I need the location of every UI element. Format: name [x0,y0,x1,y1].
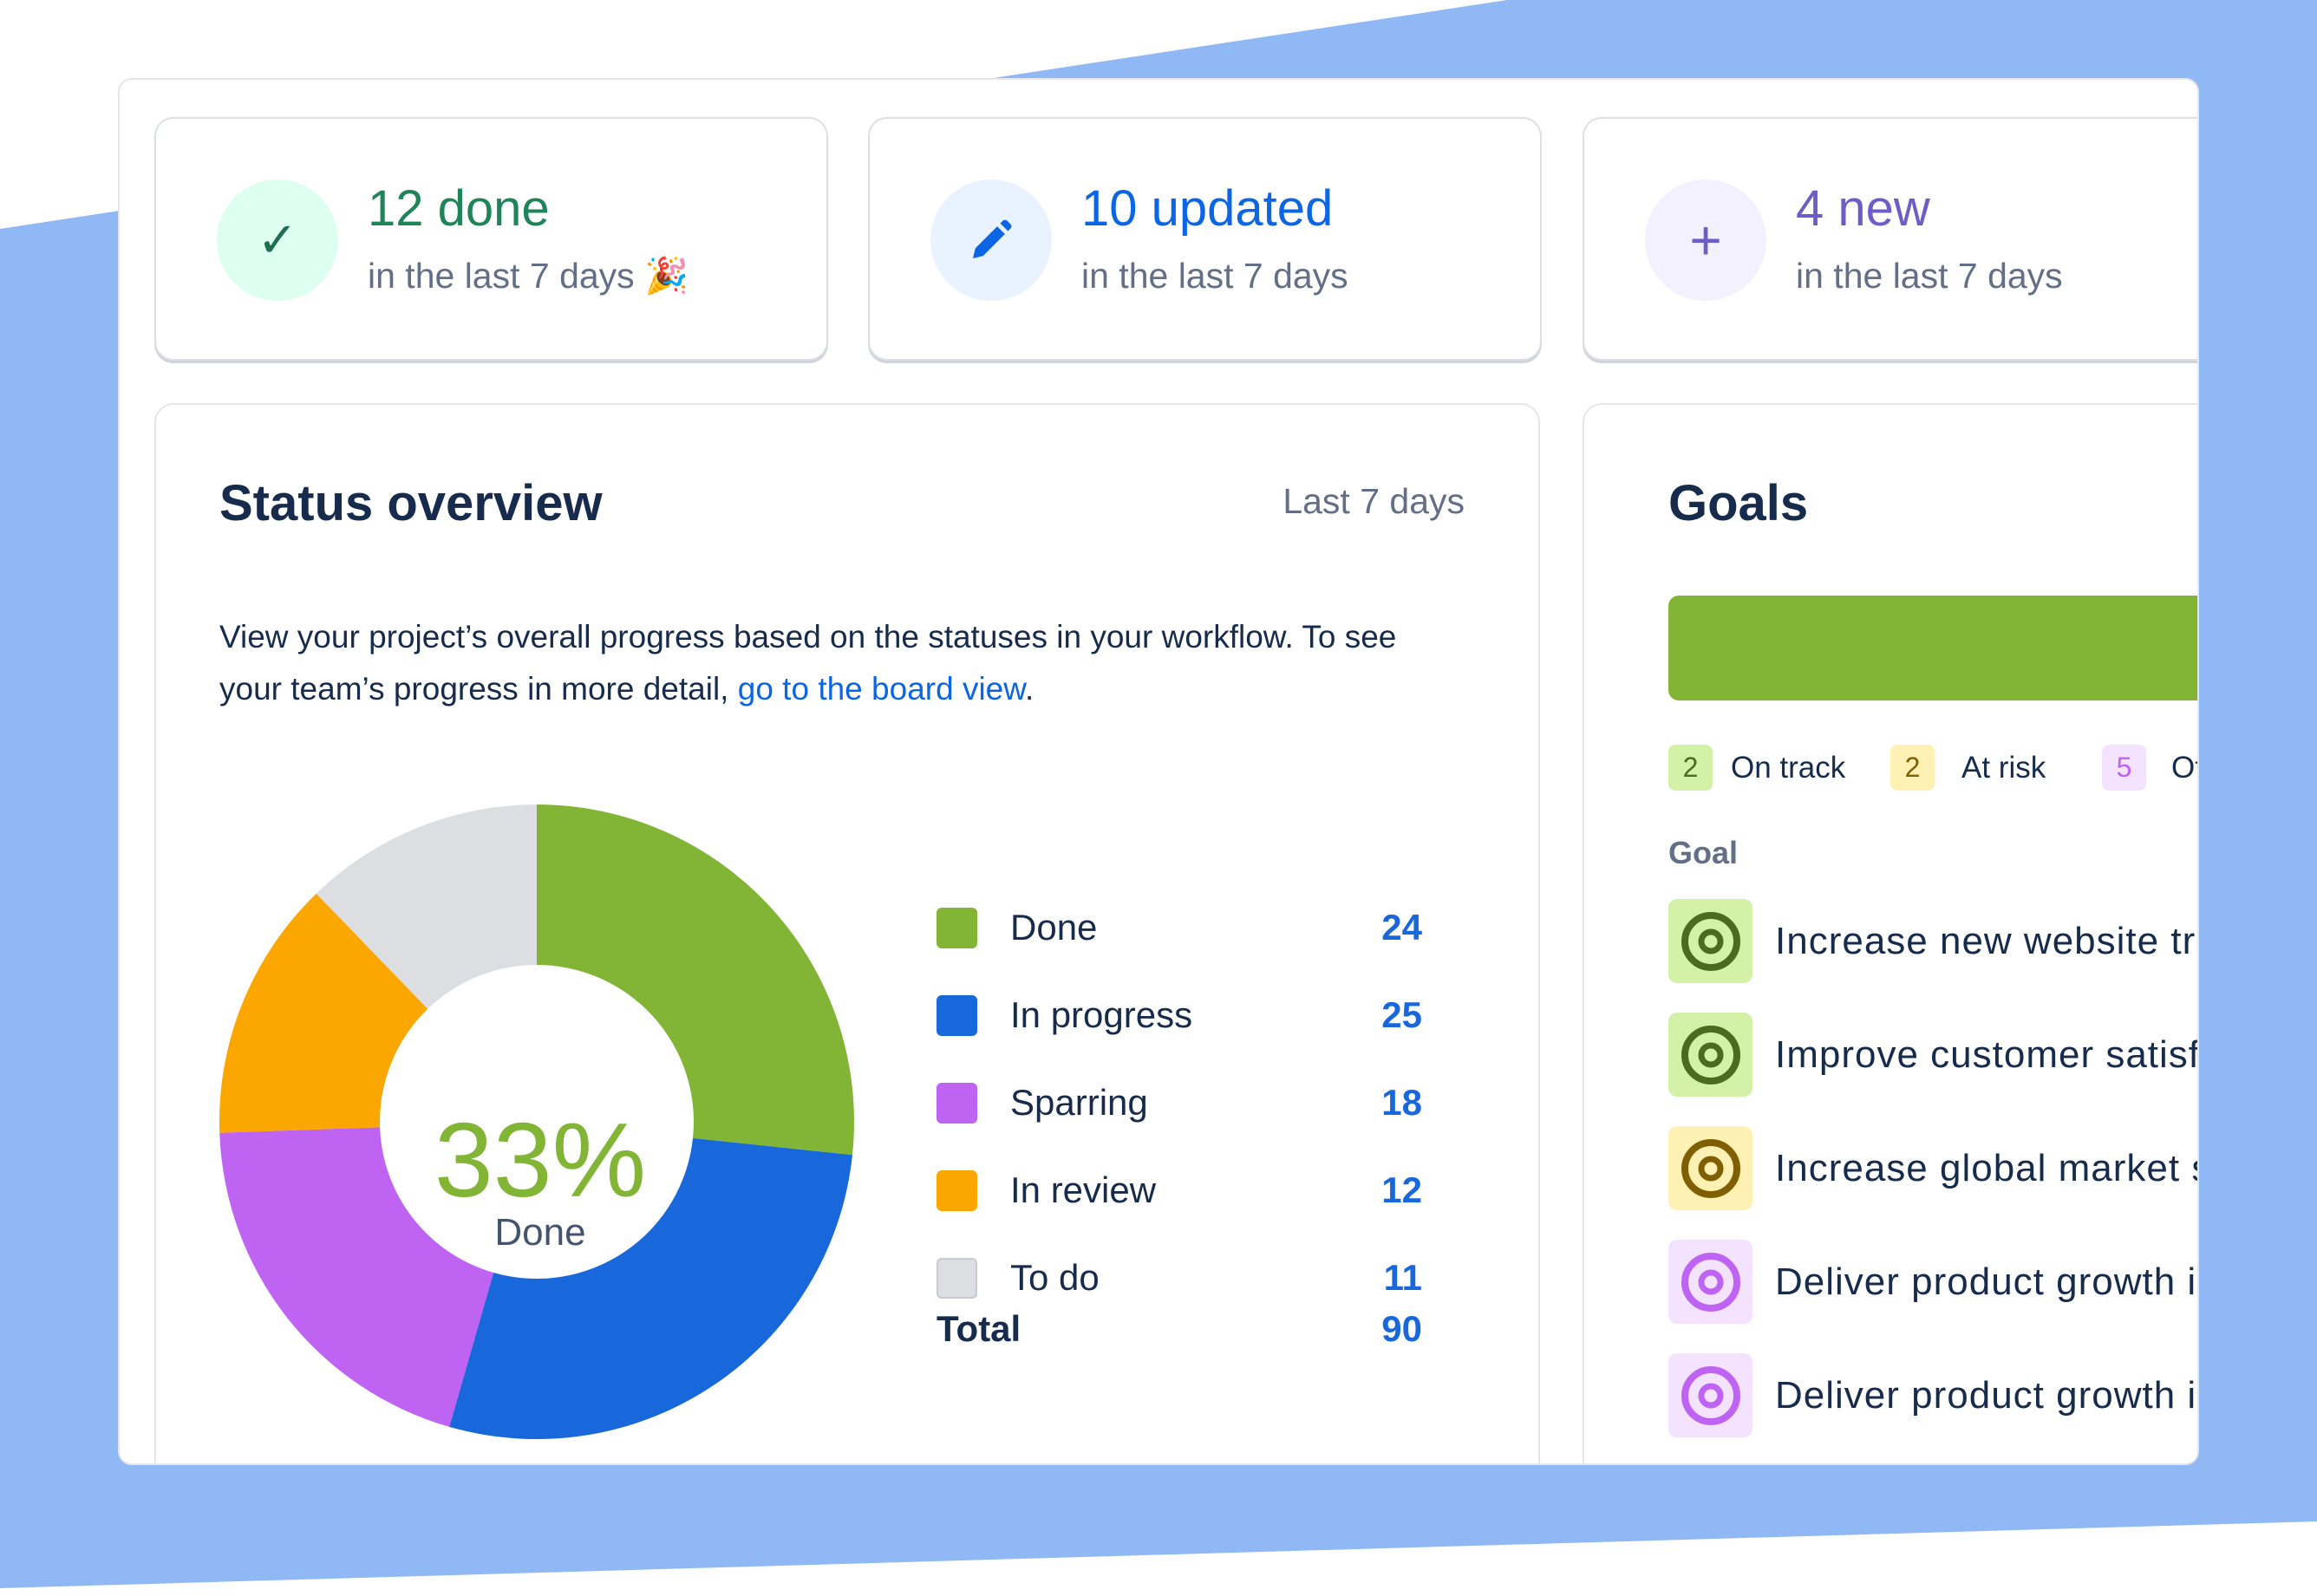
party-popper-icon: 🎉 [644,256,689,296]
donut-slice-in-progress[interactable] [449,1137,852,1439]
goal-target-icon [1668,899,1752,983]
legend-label: Done [1010,907,1098,948]
off-track-label: Of [2171,750,2197,785]
stat-title: 4 new [1796,180,1930,237]
stat-subtitle: in the last 7 days [1081,256,1348,296]
goals-card: Goals 2 On track 2 At risk 5 Of Goal Inc… [1583,403,2199,1463]
goal-name: Deliver product growth i [1775,1373,2197,1417]
total-label: Total [937,1308,1021,1349]
legend-label: In progress [1010,994,1193,1035]
at-risk-label: At risk [1961,750,2046,785]
legend-swatch [937,907,977,948]
plus-icon: + [1645,179,1766,301]
goal-target-icon [1668,1240,1752,1324]
donut-slice-sparring[interactable] [219,1127,494,1427]
stat-title: 10 updated [1081,180,1334,237]
donut-slice-in-review[interactable] [219,893,428,1133]
status-donut-chart [219,805,854,1439]
on-track-label: On track [1731,750,1846,785]
goal-name: Deliver product growth i [1775,1260,2197,1303]
status-description: View your project’s overall progress bas… [219,611,1433,715]
board-view-link[interactable]: go to the board view [737,671,1025,707]
goal-row[interactable]: Deliver product growth i [1633,1353,2196,1437]
goal-target-icon [1668,1126,1752,1210]
legend-swatch [937,1169,977,1211]
goal-row[interactable]: Deliver product growth i [1633,1240,2196,1324]
stat-title: 12 done [368,180,550,237]
legend-label: Sparring [1010,1082,1148,1123]
goal-name: Increase new website tra [1775,919,2199,962]
legend-value: 12 [1381,1169,1422,1210]
pencil-icon [930,179,1052,301]
stat-card-done[interactable]: ✓ 12 done in the last 7 days 🎉 [154,117,828,361]
legend-item-in-progress[interactable]: In progress 25 [937,989,1422,1041]
legend-swatch [937,994,977,1036]
donut-slice-to-do[interactable] [316,805,537,1009]
at-risk-count: 2 [1890,745,1935,791]
goals-status-bar [1668,596,2197,700]
goal-name: Increase global market s [1775,1146,2199,1189]
legend-swatch [937,1082,977,1124]
total-value: 90 [1381,1308,1422,1349]
goal-target-icon [1668,1013,1752,1097]
legend-value: 25 [1381,994,1422,1035]
goal-row[interactable]: Increase new website tra [1633,899,2199,983]
legend-item-to-do[interactable]: To do 11 [937,1252,1422,1304]
legend-swatch [937,1257,977,1299]
stat-subtitle: in the last 7 days [1796,256,2063,296]
goal-column-header: Goal [1668,835,1739,870]
stat-card-new[interactable]: + 4 new in the last 7 days [1583,117,2197,361]
status-overview-card: Status overview Last 7 days View your pr… [154,403,1540,1463]
dashboard-panel: ✓ 12 done in the last 7 days 🎉 10 update… [118,78,2199,1465]
stat-subtitle: in the last 7 days 🎉 [368,256,689,297]
legend-value: 24 [1381,907,1422,948]
done-percent-label: Done [494,1211,586,1254]
check-icon: ✓ [217,179,338,301]
legend-value: 18 [1381,1082,1422,1123]
legend-value: 11 [1383,1257,1422,1298]
status-overview-title: Status overview [219,475,603,531]
legend-item-in-review[interactable]: In review 12 [937,1164,1422,1216]
legend-total: Total 90 [937,1303,1422,1355]
legend-item-done[interactable]: Done 24 [937,902,1422,954]
goal-target-icon [1668,1353,1752,1437]
legend-label: To do [1010,1257,1100,1298]
goal-row[interactable]: Improve customer satisfa [1633,1013,2199,1097]
period-label: Last 7 days [1283,481,1465,521]
legend-item-sparring[interactable]: Sparring 18 [937,1077,1422,1129]
description-end: . [1024,671,1034,707]
off-track-count: 5 [2102,745,2146,791]
goals-title: Goals [1668,475,1809,531]
donut-slice-done[interactable] [537,805,854,1156]
legend-label: In review [1010,1169,1157,1210]
description-text: View your project’s overall progress bas… [219,619,1397,707]
on-track-count: 2 [1668,745,1713,791]
stat-card-updated[interactable]: 10 updated in the last 7 days [868,117,1542,361]
goal-row[interactable]: Increase global market s [1633,1126,2199,1210]
goal-name: Improve customer satisfa [1775,1033,2199,1076]
stat-subtitle-text: in the last 7 days [368,256,635,296]
done-percent: 33% [434,1101,647,1219]
